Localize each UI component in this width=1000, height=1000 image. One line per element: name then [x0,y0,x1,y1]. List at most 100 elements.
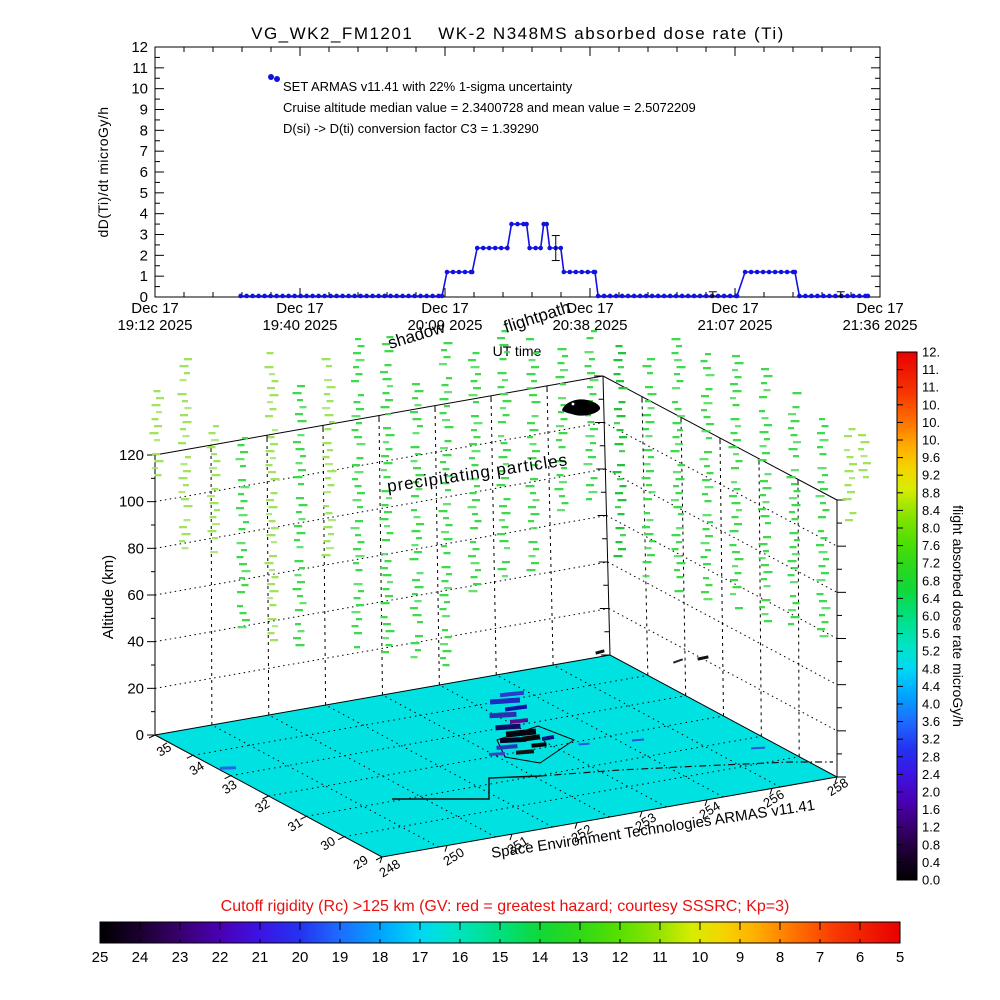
lon-tick-label: 250 [440,844,466,868]
particle-dash [678,513,684,516]
particle-dash [322,442,332,445]
particle-dash [674,373,680,376]
particle-dash [297,385,305,388]
particle-dash [501,526,509,529]
particle-dash [238,514,248,517]
particle-dash [558,397,566,400]
particle-dash [792,567,798,570]
particle-dash [530,478,538,481]
particle-dash [267,387,275,390]
data-point [515,221,520,227]
rigidity-generated: 25 24 23 22 21 20 19 18 17 16 15 14 13 12 11 10 9 8 7 6 5 [92,921,904,966]
particle-dash [791,469,799,472]
particle-dash [383,441,389,444]
particle-dash [790,595,796,598]
flight-dose-mark [531,742,547,748]
particle-dash [296,532,306,535]
y-tick-label: 7 [140,143,148,160]
particle-dash [353,352,361,355]
particle-dash [472,352,480,355]
particle-dash [530,492,536,495]
particle-dash [473,436,481,439]
data-point [538,245,543,251]
y-tick-label: 8 [140,122,148,139]
particle-dash [207,530,217,533]
particle-dash [470,366,480,369]
colorbar-tick-label: 10. [922,397,940,412]
data-point [244,293,249,299]
particle-dash [557,362,565,365]
particle-dash [297,434,305,437]
particle-dash [271,576,279,579]
particle-dash [292,588,302,591]
particle-dash [526,569,536,572]
particle-dash [182,435,190,438]
particle-dash [762,452,770,455]
particle-dash [386,336,394,339]
particle-dash [152,453,160,456]
particle-dash [213,425,219,428]
particle-dash [385,595,393,598]
y-tick-label: 3 [140,227,148,244]
particle-dash [151,418,159,421]
particle-dash [817,467,827,470]
particle-dash [702,479,710,482]
particle-dash [863,462,871,465]
top-chart-xlabel: UT time [493,343,542,359]
floor-gridline [496,674,724,798]
particle-dash [239,577,245,580]
particle-dash [240,486,250,489]
particle-dash [382,392,390,395]
particle-dash [295,462,303,465]
annotation-precipitating-particles: precipitating particles [386,450,570,496]
particle-dash [242,437,248,440]
particle-dash [703,598,713,601]
particle-dash [499,344,509,347]
x-tick-label: Dec 17 20:09 2025 [407,300,482,334]
particle-dash [497,533,505,536]
colorbar-tick-label: 2.0 [922,785,940,800]
colorbar-tick-label: 5.2 [922,644,940,659]
particle-dash [439,363,447,366]
particle-dash [529,429,539,432]
particle-dash [671,534,681,537]
particle-dash [584,351,594,354]
altitude-tick-label: 20 [127,680,144,697]
particle-dash [443,517,449,520]
particle-dash [355,338,361,341]
particle-dash [241,549,247,552]
wall-gridline [154,468,606,549]
particle-dash [358,590,364,593]
particle-dash [612,471,622,474]
data-point [619,293,625,299]
particle-dash [616,415,626,418]
colorbar-tick-label: 11. [922,380,939,395]
particle-dash [410,446,420,449]
particle-dash [644,547,652,550]
data-point [250,293,255,299]
particle-dash [619,485,627,488]
particle-dash [181,498,189,501]
particle-dash [759,396,767,399]
data-point [601,293,607,299]
particle-dash [356,408,364,411]
particle-dash [674,555,682,558]
particle-dash [382,539,390,542]
plot-shape [224,775,231,780]
data-point [444,269,450,275]
particle-dash [239,612,247,615]
particle-dash [822,509,830,512]
particle-dash [411,509,417,512]
particle-dash [702,493,708,496]
particle-dash [412,432,420,435]
particle-dash [298,469,306,472]
plot-shape [262,795,269,800]
particle-dash [816,579,826,582]
particle-dash [295,448,305,451]
particle-dash [677,415,685,418]
data-point [480,245,486,251]
particle-dash [184,407,192,410]
y-tick-label: 1 [140,268,148,285]
